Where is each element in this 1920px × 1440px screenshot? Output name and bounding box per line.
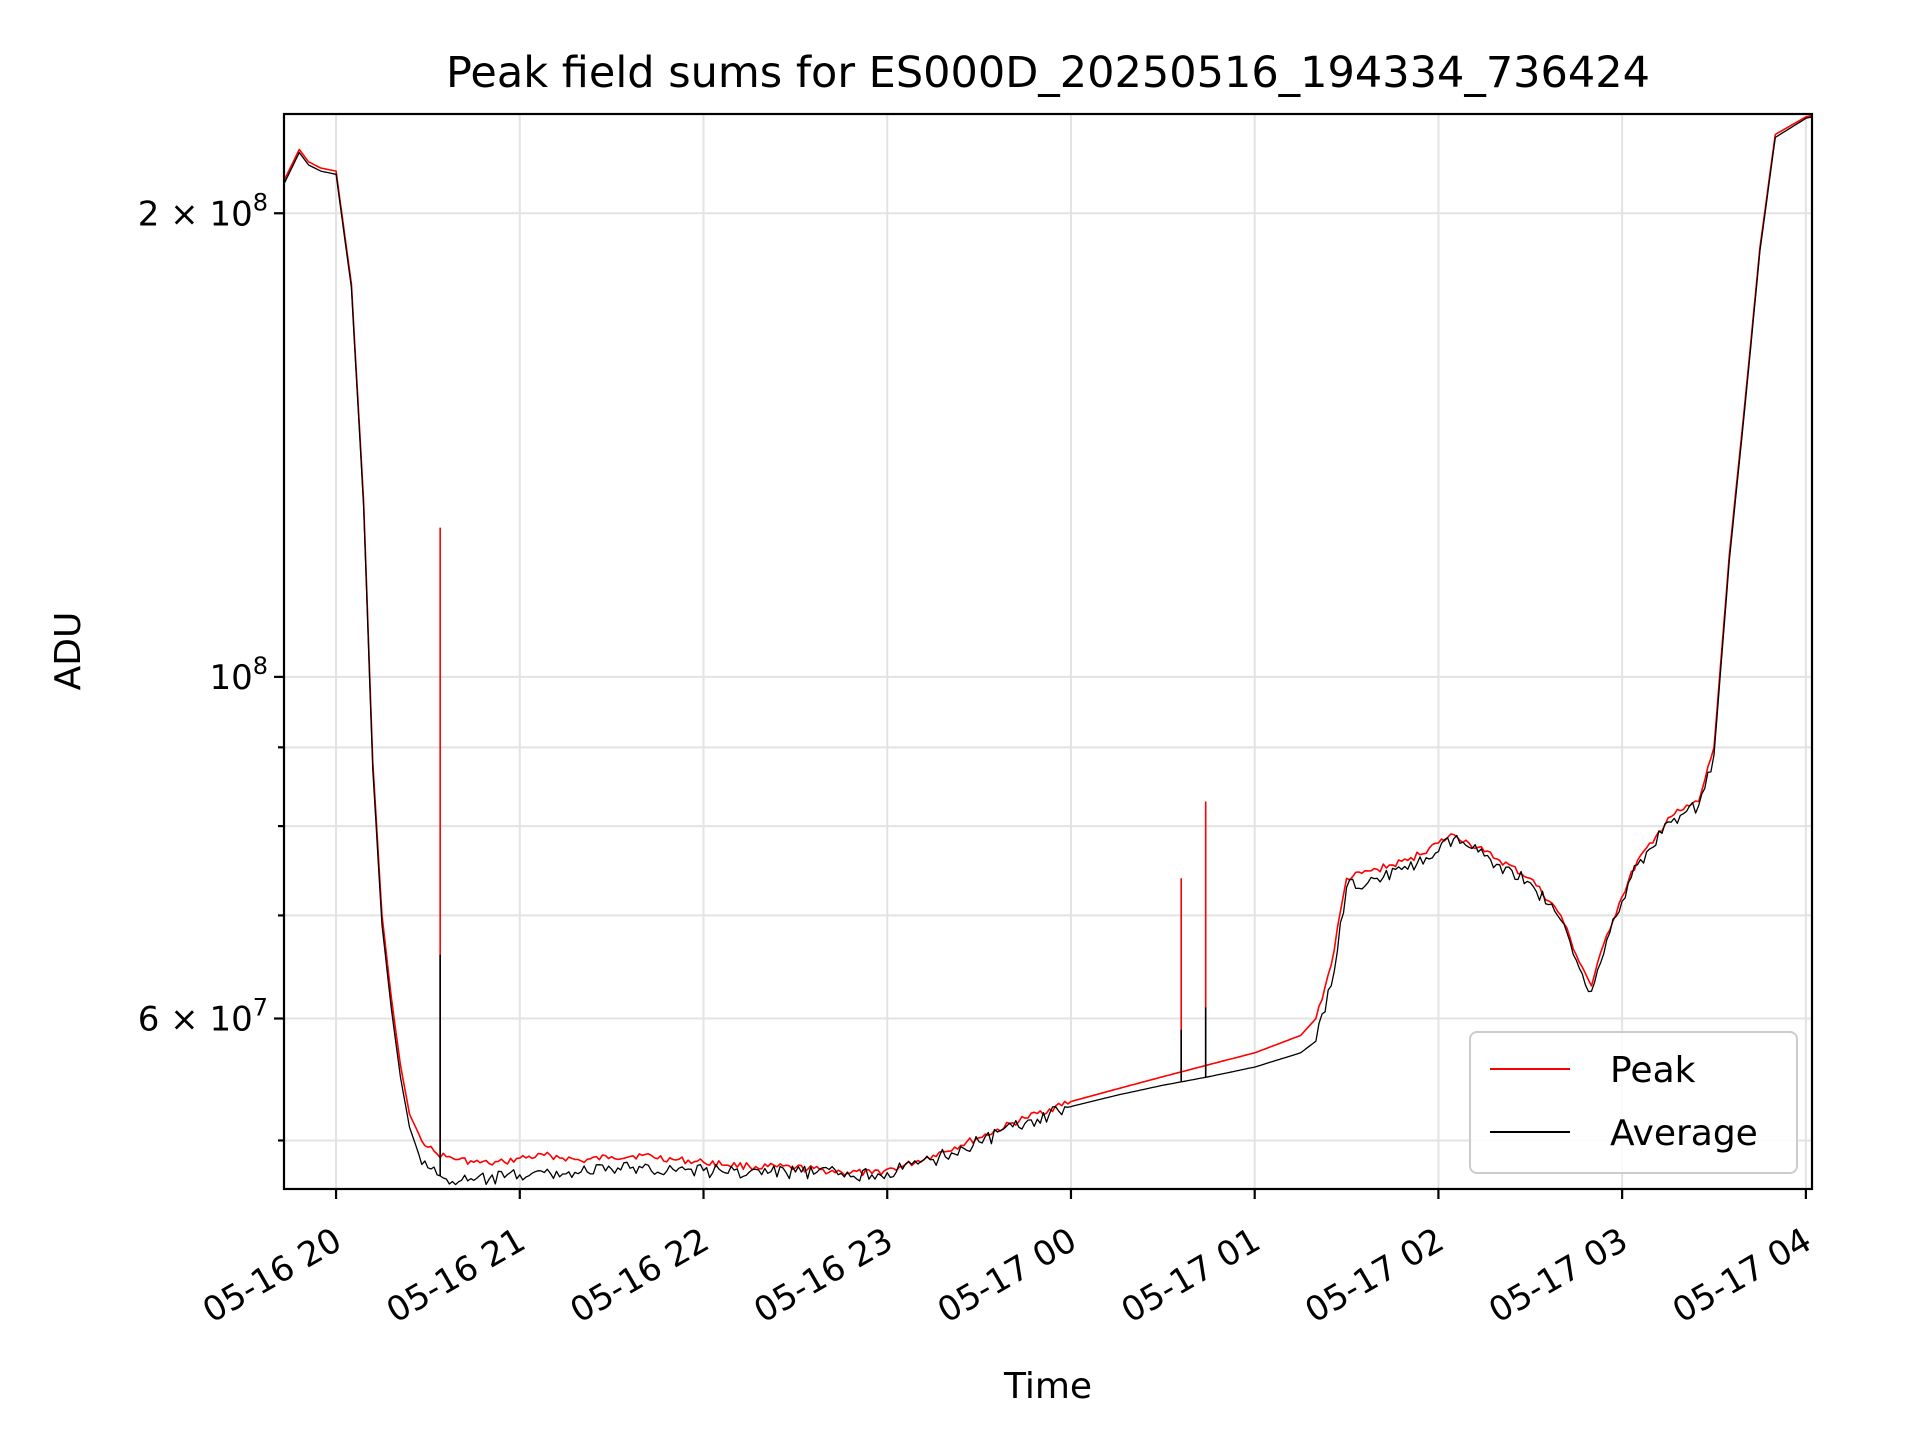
y-tick-label: 6 × 107 — [138, 994, 268, 1040]
series-layer — [283, 114, 1813, 1186]
series-line-peak — [283, 114, 1813, 1177]
legend: Peak Average — [1469, 1031, 1798, 1174]
plot-frame — [282, 112, 1814, 1191]
x-tick-label: 05-16 23 — [747, 1220, 899, 1331]
x-tick-label: 05-17 03 — [1482, 1220, 1634, 1331]
x-tick-label: 05-17 04 — [1666, 1220, 1818, 1331]
x-tick-label: 05-17 00 — [931, 1220, 1083, 1331]
grid — [284, 114, 1812, 1189]
x-tick-label: 05-17 01 — [1115, 1220, 1267, 1331]
legend-box — [1469, 1031, 1798, 1174]
x-tick-label: 05-17 02 — [1299, 1220, 1451, 1331]
series-line-average — [283, 116, 1813, 1186]
x-axis: 05-16 20 05-16 21 05-16 22 05-16 23 05-17 00… — [196, 1189, 1818, 1331]
x-tick-label: 05-16 21 — [380, 1220, 532, 1331]
x-tick-label: 05-16 20 — [196, 1220, 348, 1331]
x-axis-label: Time — [1003, 1366, 1092, 1407]
y-axis-label: ADU — [48, 612, 89, 691]
y-tick-label: 2 × 108 — [138, 188, 268, 234]
legend-label: Peak — [1610, 1050, 1696, 1091]
legend-label: Average — [1610, 1113, 1758, 1154]
y-axis: 2 × 108 108 6 × 107 — [138, 188, 284, 1142]
y-tick-label: 108 — [209, 652, 268, 698]
chart-title: Peak field sums for ES000D_20250516_1943… — [446, 48, 1650, 98]
x-tick-label: 05-16 22 — [564, 1220, 716, 1331]
